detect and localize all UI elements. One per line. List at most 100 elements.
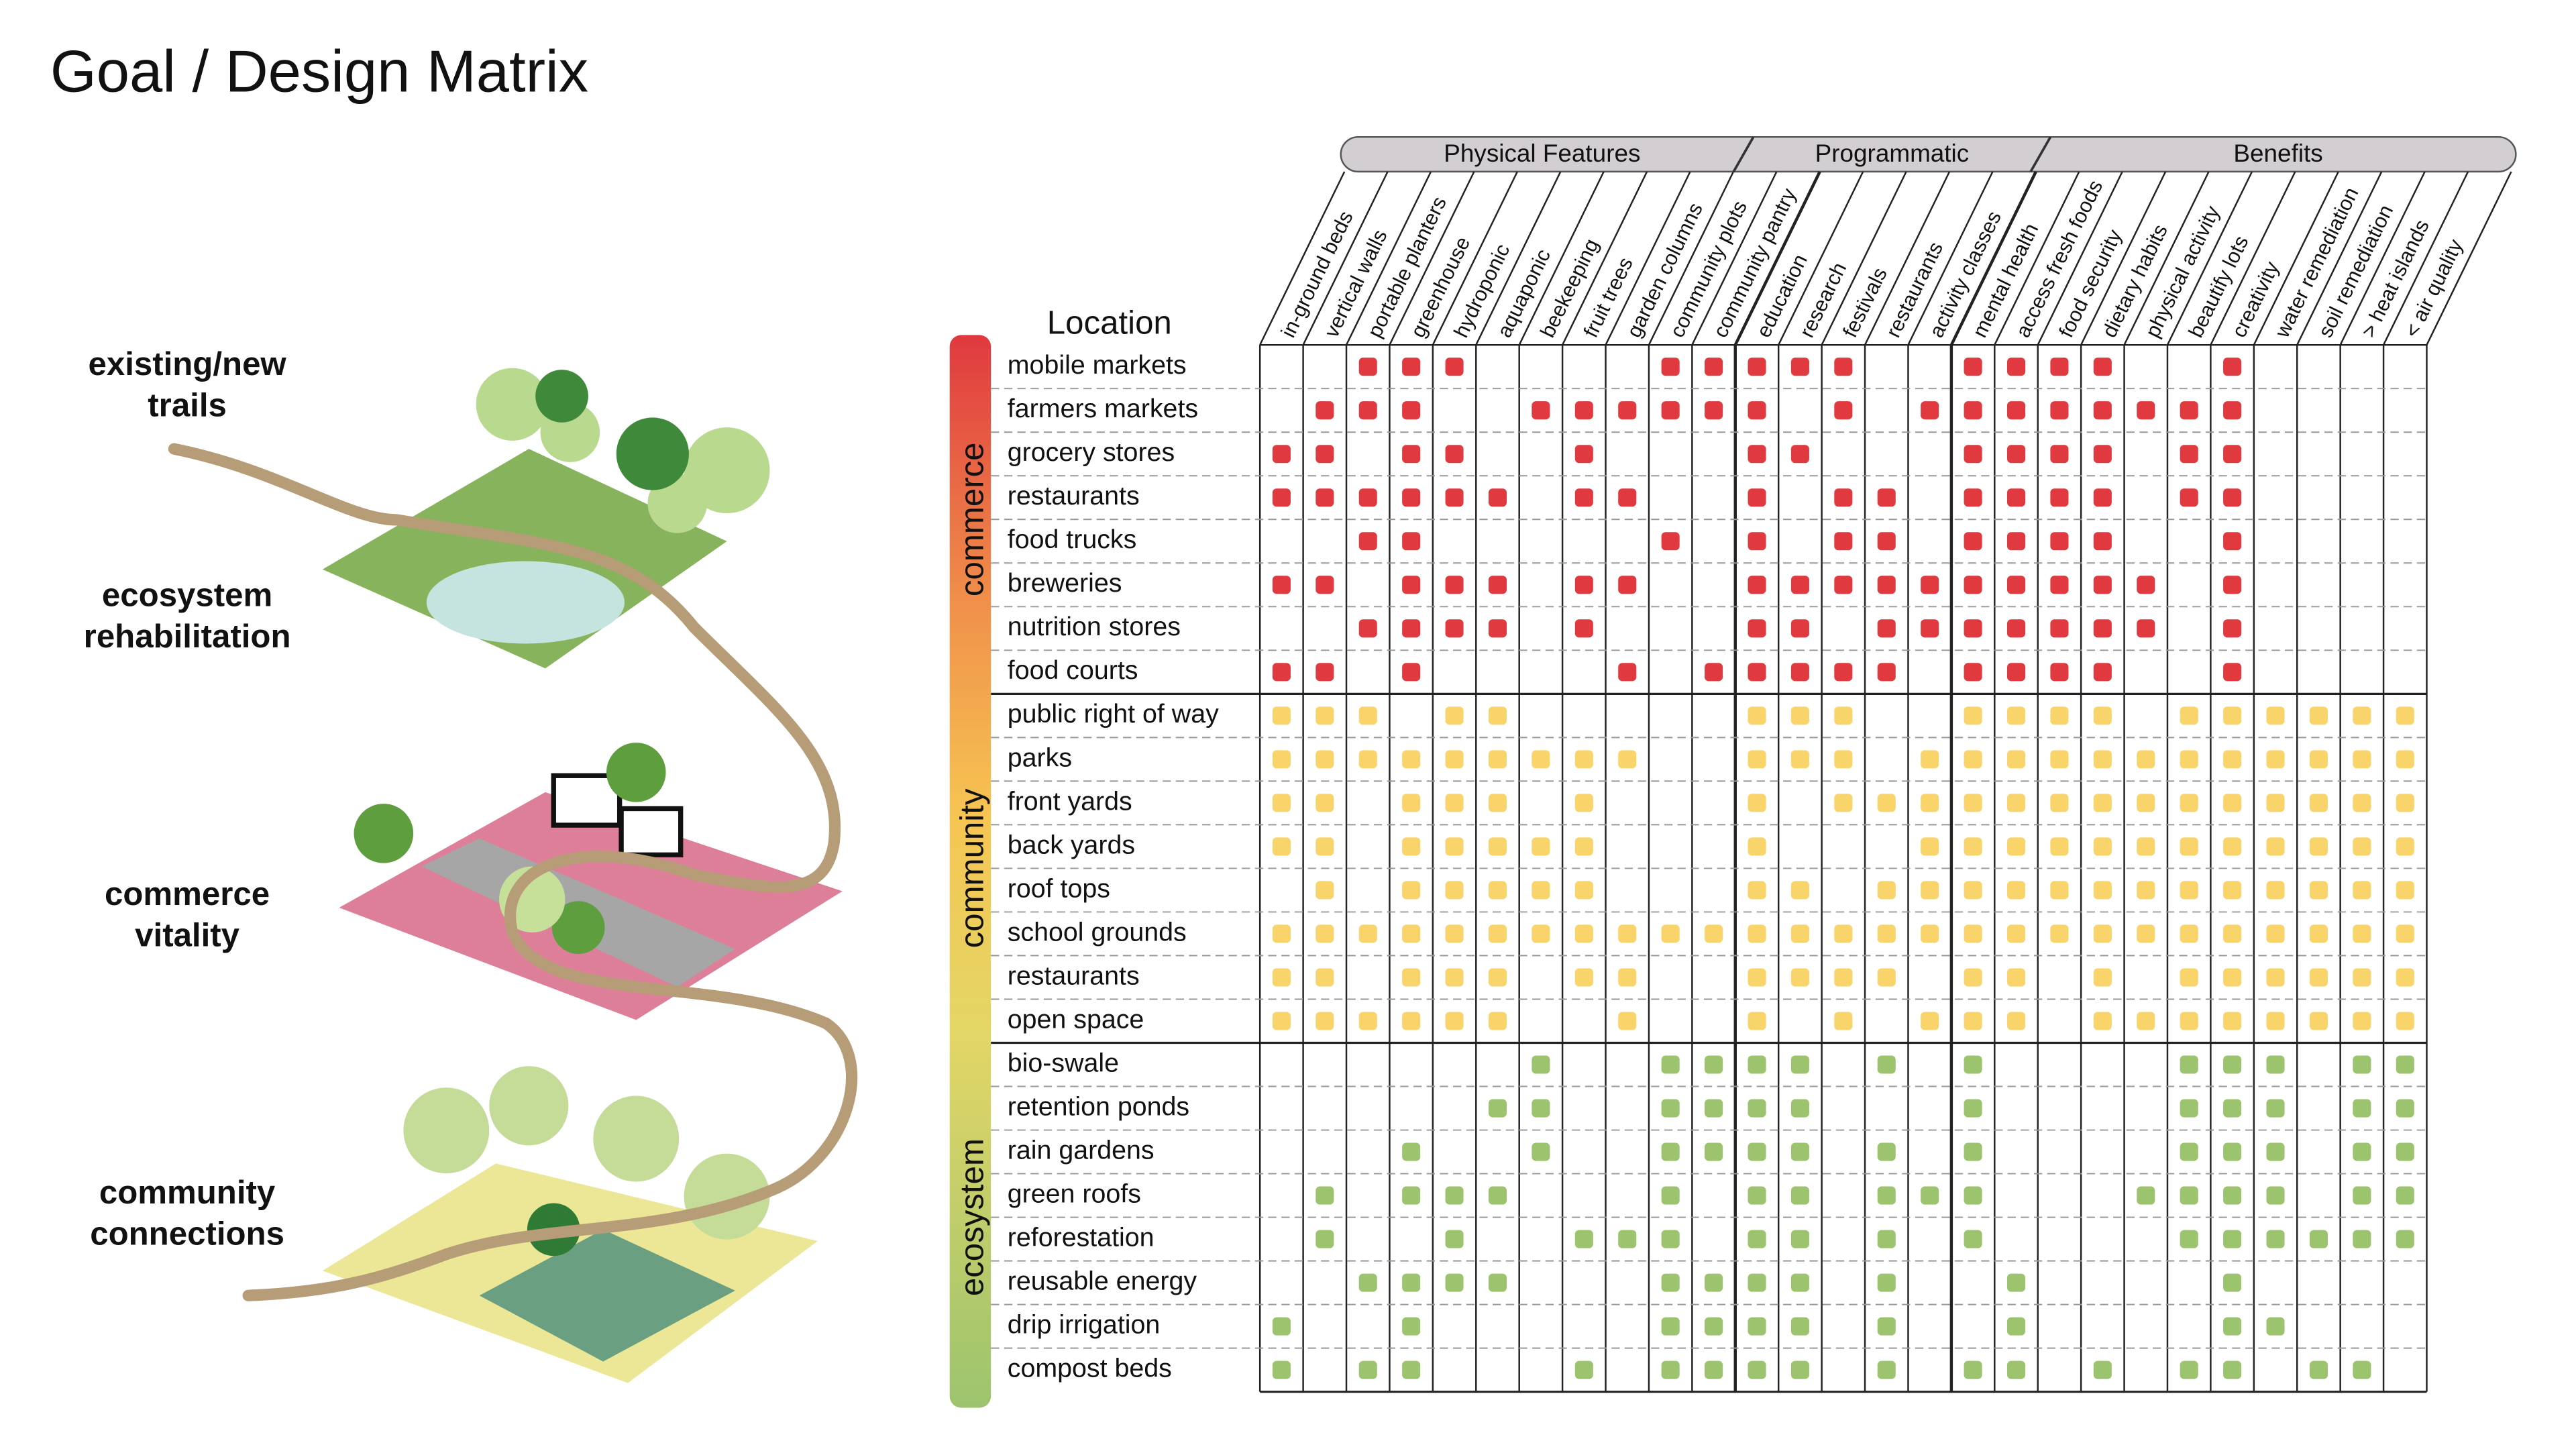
goal-label: ecosystem [102, 577, 272, 614]
matrix-dot [1790, 576, 1809, 594]
matrix-dot [2309, 924, 2328, 943]
row-label: parks [1008, 743, 1072, 772]
matrix-dot [2266, 1099, 2285, 1118]
matrix-dot [2223, 1317, 2242, 1336]
row-label: restaurants [1008, 961, 1140, 990]
matrix-dot [1748, 532, 1766, 551]
header-slant [2382, 171, 2469, 345]
matrix-dot [1445, 576, 1464, 594]
header-slant [1864, 171, 1951, 345]
matrix-dot [1790, 1230, 1809, 1248]
matrix-dot [2309, 968, 2328, 987]
matrix-dot [2353, 1099, 2371, 1118]
matrix-dot [1358, 1273, 1377, 1292]
matrix-dot [1488, 837, 1507, 856]
goal-label: existing/new [88, 345, 286, 382]
matrix-dot [1834, 532, 1853, 551]
matrix-dot [2396, 1055, 2414, 1074]
matrix-dot [1748, 1273, 1766, 1292]
matrix-dot [1488, 488, 1507, 507]
matrix-dot [1748, 750, 1766, 769]
matrix-dot [1964, 445, 1982, 464]
matrix-dot [1488, 619, 1507, 638]
matrix-dot [2050, 488, 2069, 507]
matrix-dot [2180, 794, 2198, 812]
matrix-dot [2396, 750, 2414, 769]
matrix-dot [1790, 1099, 1809, 1118]
location-category-bar [949, 335, 991, 1408]
matrix-dot [1272, 837, 1291, 856]
row-label: open space [1008, 1004, 1144, 1034]
matrix-dot [1661, 1317, 1680, 1336]
matrix-dot [2006, 576, 2026, 594]
matrix-dot [2137, 750, 2155, 769]
row-label: green roofs [1008, 1179, 1141, 1208]
matrix-dot [2396, 1186, 2414, 1205]
matrix-dot [2223, 619, 2242, 638]
matrix-dot [2266, 1055, 2285, 1074]
matrix-dot [1532, 750, 1550, 769]
matrix-dot [1445, 619, 1464, 638]
matrix-dot [1532, 1099, 1550, 1118]
matrix-dot [2223, 1142, 2242, 1161]
matrix-dot [1964, 1230, 1982, 1248]
matrix-dot [1574, 619, 1593, 638]
matrix-dot [1618, 750, 1637, 769]
matrix-dot [2006, 1317, 2026, 1336]
matrix-dot [1877, 488, 1896, 507]
matrix-dot [2396, 1099, 2414, 1118]
matrix-dot [1402, 445, 1421, 464]
matrix-dot [1445, 1273, 1464, 1292]
shop [551, 773, 623, 828]
matrix-dot [1488, 794, 1507, 812]
trees-dark [535, 370, 689, 490]
matrix-dot [2050, 924, 2069, 943]
matrix-dot [1402, 619, 1421, 638]
goal-label: vitality [135, 916, 239, 953]
matrix-dot [2353, 794, 2371, 812]
matrix-dot [1402, 968, 1421, 987]
matrix-dot [1272, 706, 1291, 725]
matrix-dot [2050, 837, 2069, 856]
matrix-dot [2223, 881, 2242, 900]
matrix-dot [1402, 1317, 1421, 1336]
matrix-dot [2309, 1360, 2328, 1379]
matrix-dot [1748, 1230, 1766, 1248]
matrix-dot [1316, 445, 1334, 464]
row-label: restaurants [1008, 481, 1140, 511]
matrix-dot [2050, 532, 2069, 551]
header-slant [1821, 171, 1907, 345]
matrix-dot [1790, 1055, 1809, 1074]
matrix-dot [1877, 881, 1896, 900]
trees [403, 1066, 770, 1240]
matrix-dot [2006, 1273, 2026, 1292]
matrix-dot [1574, 837, 1593, 856]
matrix-dot [1316, 663, 1334, 682]
matrix-dot [2093, 750, 2112, 769]
matrix-dot [2180, 488, 2198, 507]
matrix-dot [2006, 445, 2026, 464]
matrix-dot [1705, 401, 1723, 420]
matrix-dot [1661, 1186, 1680, 1205]
matrix-dot [1445, 837, 1464, 856]
matrix-dot [2353, 1012, 2371, 1030]
matrix-dot [1790, 1360, 1809, 1379]
court [479, 1229, 735, 1362]
matrix-dot [1574, 1360, 1593, 1379]
matrix-dot [1748, 968, 1766, 987]
matrix-dot [1877, 619, 1896, 638]
matrix-dot [2266, 794, 2285, 812]
row-label: mobile markets [1008, 350, 1187, 380]
matrix-dot [1790, 619, 1809, 638]
matrix-dot [1445, 924, 1464, 943]
matrix-dot [2006, 750, 2026, 769]
matrix-dot [2093, 1012, 2112, 1030]
matrix-dot [2180, 968, 2198, 987]
matrix-dot [1748, 576, 1766, 594]
matrix-dot [2266, 1012, 2285, 1030]
matrix-dot [1402, 1360, 1421, 1379]
header-slant [2123, 171, 2210, 345]
column-group-label: Physical Features [1444, 140, 1640, 167]
row-group-label: ecosystem [954, 1138, 991, 1296]
